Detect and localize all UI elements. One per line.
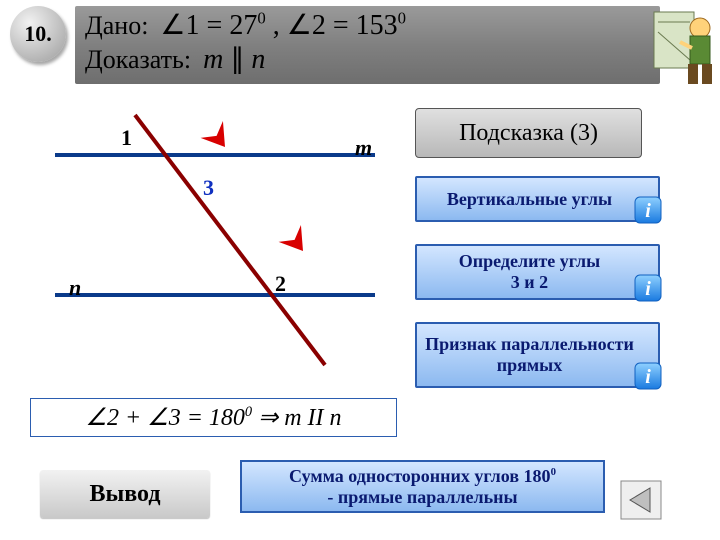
info-icon[interactable]: i <box>634 196 662 224</box>
mascot-illustration <box>648 2 718 92</box>
problem-number: 10. <box>24 21 52 47</box>
svg-text:m: m <box>355 135 372 160</box>
svg-text:i: i <box>645 278 651 300</box>
derived-equation: ∠2 + ∠3 = 1800 ⇒ m II n <box>30 398 397 437</box>
given-expression: ∠1 = 270 , ∠2 = 1530 <box>160 8 406 42</box>
svg-text:1: 1 <box>121 125 132 150</box>
geometry-diagram: 1 2 3 m n <box>25 105 395 385</box>
prove-label: Доказать: <box>85 45 191 75</box>
svg-text:n: n <box>69 275 81 300</box>
info-icon[interactable]: i <box>634 362 662 390</box>
svg-text:2: 2 <box>275 271 286 296</box>
hint-label: Признак параллельности прямых <box>423 334 636 375</box>
svg-text:3: 3 <box>203 175 214 200</box>
hint-label: Вертикальные углы <box>447 189 612 210</box>
given-label: Дано: <box>85 11 148 41</box>
conclusion-text: Сумма односторонних углов 1800- прямые п… <box>289 466 556 507</box>
conclusion-button[interactable]: Вывод <box>40 470 210 518</box>
hint-label: Определите углы 3 и 2 <box>459 251 600 292</box>
hint-header[interactable]: Подсказка (3) <box>415 108 642 158</box>
equation-text: ∠2 + ∠3 = 1800 ⇒ m II n <box>85 405 341 431</box>
hint-button-3[interactable]: Признак параллельности прямых i <box>415 322 660 388</box>
problem-statement: Дано: ∠1 = 270 , ∠2 = 1530 Доказать: m ∥… <box>85 8 406 76</box>
conclusion-box: Сумма односторонних углов 1800- прямые п… <box>240 460 605 513</box>
hint-button-1[interactable]: Вертикальные углы i <box>415 176 660 222</box>
svg-text:i: i <box>645 366 651 388</box>
svg-text:i: i <box>645 200 651 222</box>
hint-header-label: Подсказка (3) <box>459 120 598 147</box>
conclusion-label: Вывод <box>90 481 161 508</box>
info-icon[interactable]: i <box>634 274 662 302</box>
hint-button-2[interactable]: Определите углы 3 и 2 i <box>415 244 660 300</box>
prove-expression: m ∥ n <box>203 42 265 76</box>
problem-number-badge: 10. <box>10 6 66 62</box>
back-arrow-button[interactable] <box>620 480 662 520</box>
